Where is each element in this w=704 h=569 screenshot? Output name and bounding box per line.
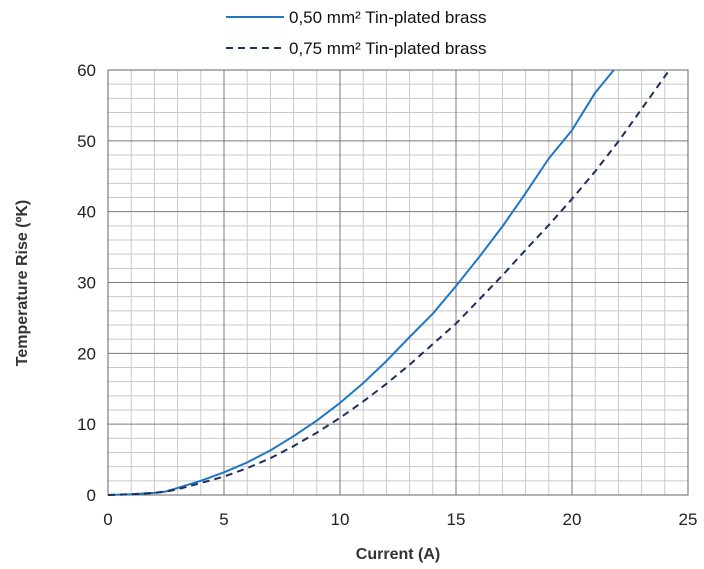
y-tick-label: 40 [77,203,96,222]
x-tick-label: 15 [447,510,466,529]
series-line-050 [107,69,615,496]
legend: 0,50 mm² Tin-plated brass 0,75 mm² Tin-p… [226,8,486,58]
x-tick-label: 0 [103,510,112,529]
legend-label-075: 0,75 mm² Tin-plated brass [289,39,486,58]
y-axis-title: Temperature Rise (ºK) [14,200,31,366]
y-tick-label: 10 [77,415,96,434]
y-tick-label: 0 [87,486,96,505]
x-tick-label: 5 [219,510,228,529]
y-tick-label: 30 [77,274,96,293]
y-tick-label: 20 [77,344,96,363]
legend-label-050: 0,50 mm² Tin-plated brass [289,8,486,27]
y-tick-label: 60 [77,61,96,80]
series-line-075 [107,69,671,496]
grid [107,69,689,496]
x-tick-label: 10 [331,510,350,529]
plot-border [107,69,689,496]
plot-area [107,69,671,496]
y-tick-label: 50 [77,132,96,151]
x-tick-label: 20 [563,510,582,529]
x-tick-label: 25 [679,510,698,529]
tick-labels: 0 5 10 15 20 25 0 10 20 30 40 50 60 [77,61,697,529]
x-axis-title: Current (A) [356,546,440,563]
